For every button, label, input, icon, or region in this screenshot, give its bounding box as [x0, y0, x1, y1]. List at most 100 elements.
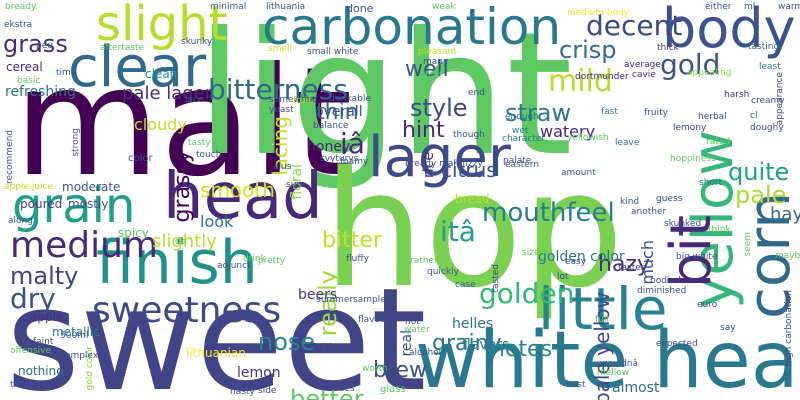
word-light: light	[196, 0, 573, 194]
word-summer: sized	[522, 248, 546, 258]
word-pale-lager: pale lager	[122, 83, 213, 104]
word-finish: finish	[96, 228, 258, 298]
word-grainy: grainy	[432, 331, 502, 356]
word-harsh: harsh	[724, 90, 750, 100]
word-moderate: moderate	[62, 180, 121, 194]
word-spicy: spicy	[118, 226, 149, 240]
word-minimal: lithuania	[266, 2, 306, 12]
word-leave: leave	[615, 138, 640, 148]
word-seem: seem	[743, 232, 753, 257]
word-peu: thatâ	[10, 380, 34, 390]
word-sampled: pretty	[258, 256, 286, 266]
word-eastern: eastern	[505, 160, 540, 170]
word-adjunct: de	[175, 237, 187, 247]
word-alcohol: alcohol	[409, 348, 442, 358]
word-skunky: skunky	[181, 37, 213, 47]
word-hoppiness: hoppiness	[670, 154, 716, 164]
word-dortmunder: dortmunder	[575, 72, 629, 82]
word-medium-body: medium body	[567, 8, 630, 18]
word-big-white: big white	[676, 252, 718, 262]
word-along: color	[128, 153, 153, 164]
word-nothing: nothing	[18, 364, 64, 378]
word-little: little	[538, 275, 668, 343]
word-ita: itâ	[440, 215, 476, 248]
word-pretty: adjunct	[217, 261, 251, 271]
word-lager: lager	[368, 125, 511, 190]
word-pleasant: pleasant	[418, 47, 457, 57]
word-somewhat: somewhat	[269, 95, 316, 105]
word-water: water	[404, 325, 430, 335]
word-white-head: white head	[415, 316, 800, 400]
word-alus: foamy	[340, 157, 369, 167]
word-flavors: flavors	[462, 337, 510, 353]
word-sure: alus	[273, 162, 292, 172]
word-sweetness: sweetness	[92, 290, 282, 331]
word-citrus: citrus	[441, 158, 497, 182]
word-watery: watery	[540, 122, 596, 141]
word-medium: medium	[10, 225, 158, 266]
word-time: lace	[185, 95, 204, 105]
word-ia: iâ	[340, 127, 365, 160]
word-carbonation: carbonation	[262, 0, 562, 56]
word-quite: quite	[728, 158, 790, 186]
word-case: case	[455, 280, 476, 290]
word-golden: golden	[479, 277, 575, 310]
word-palate: palate	[503, 156, 532, 166]
word-mouthfeel: mouthfeel	[482, 198, 615, 228]
word-offensive: complex	[60, 351, 99, 361]
word-bready: aftertaste	[100, 43, 145, 53]
word-apple-juice: apple juice	[4, 182, 54, 192]
word-high-carbonation: high carbonation	[784, 290, 794, 367]
word-pale-yellow: pale yellow	[590, 292, 614, 400]
word-creamy: creamy	[751, 96, 785, 106]
word-appearance: appearance	[775, 72, 785, 126]
word-sized: sampled	[353, 295, 392, 305]
word-grass: grass	[3, 30, 68, 58]
word-yellowish: yellowish	[567, 133, 609, 143]
word-pale: pale	[735, 181, 787, 209]
word-skunked: skunked	[664, 219, 702, 229]
word-metallic: metallic	[52, 325, 100, 339]
word-say: say	[720, 323, 736, 333]
word-faint: offensive	[10, 346, 52, 356]
word-crisp: crisp	[559, 36, 617, 64]
word-slightly: slightly	[152, 231, 217, 252]
word-bitter: bitter	[322, 228, 382, 253]
word-clean: clean	[145, 67, 178, 81]
word-character: character	[502, 134, 546, 144]
word-thata: along	[8, 216, 33, 226]
word-end: end	[468, 88, 485, 98]
word-tastes: tastes	[618, 263, 646, 273]
word-appealing: appealing	[687, 68, 732, 78]
word-ml: warm	[778, 2, 800, 12]
word-color: tasty	[188, 138, 211, 148]
word-grain: grain	[12, 178, 136, 234]
word-bitterness: bitterness	[208, 73, 348, 106]
word-lot: lot	[557, 272, 569, 282]
word-svyturys: summer	[316, 295, 354, 305]
word-style: style	[410, 94, 468, 122]
word-nose: nose	[258, 328, 316, 356]
word-either: ml	[744, 2, 756, 12]
word-touch: basic	[17, 76, 41, 86]
word-overall: overall	[315, 104, 363, 120]
word-cloudy: cloudy	[134, 115, 187, 134]
word-balance: balance	[313, 121, 349, 131]
word-flavour: worth	[362, 364, 388, 374]
word-lithuanian: lithuanian	[186, 346, 246, 360]
word-complex: peu	[36, 41, 53, 51]
word-tasting: tasting	[748, 42, 780, 52]
word-side: side	[258, 386, 277, 396]
word-500ml: faint	[33, 337, 54, 347]
word-golden-color: golden color	[538, 249, 625, 265]
word-quickly: quickly	[427, 267, 459, 277]
word-notes: notes	[491, 337, 553, 362]
word-clear: clear	[68, 35, 207, 100]
word-though: cl	[750, 111, 758, 121]
word-drinkable: drinkable	[329, 94, 371, 104]
word-fruit: fruit	[293, 96, 312, 106]
word-honey: honey	[307, 139, 351, 155]
word-hop: hop	[323, 136, 624, 323]
word-enough: enough	[505, 112, 539, 122]
